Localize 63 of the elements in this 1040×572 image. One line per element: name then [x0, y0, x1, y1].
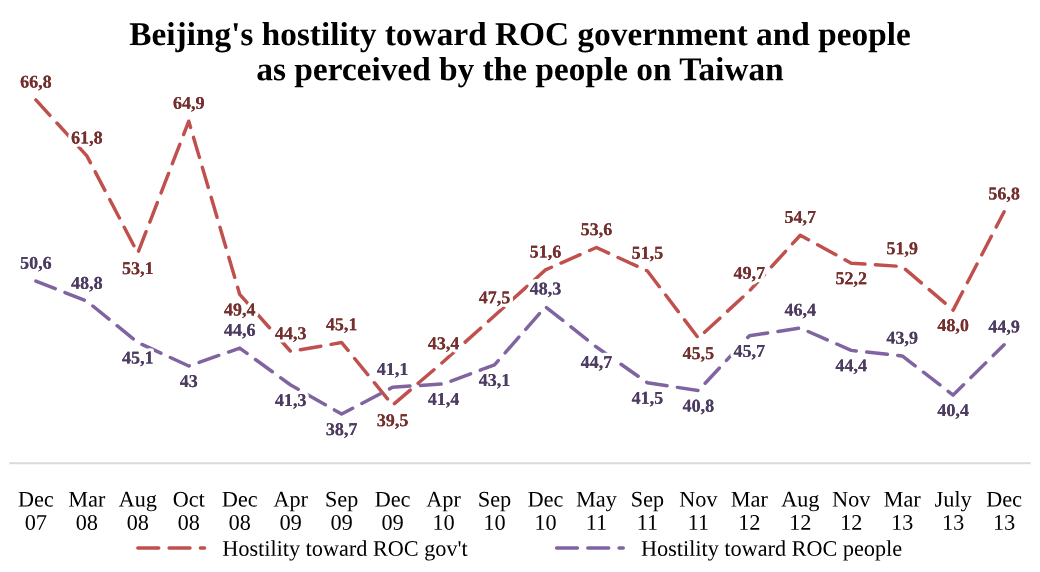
data-label: 41,4	[428, 392, 460, 408]
data-label: 51,9	[887, 242, 918, 257]
data-label: 66,8	[20, 75, 52, 91]
x-tick-label: Dec 13	[986, 491, 1022, 530]
data-label: 50,6	[20, 256, 52, 272]
x-tick-label: Aug 08	[118, 491, 157, 530]
data-label: 53,1	[122, 262, 153, 277]
data-label: 40,4	[937, 404, 969, 419]
x-tick-label: Dec 07	[18, 491, 54, 530]
x-tick-label: Mar 12	[731, 491, 768, 530]
data-label: 45,5	[682, 347, 714, 362]
x-tick-label: Nov 11	[679, 491, 718, 530]
data-label: 49,4	[224, 303, 256, 319]
data-label: 51,5	[632, 246, 663, 262]
legend-label: Hostility toward ROC gov't	[222, 540, 468, 561]
data-label: 39,5	[377, 414, 408, 429]
chart-title: Beijing's hostility toward ROC government and people as perceived by the people on Taiwan	[129, 21, 910, 88]
data-label: 49,7	[733, 266, 765, 282]
data-label: 52,2	[836, 272, 867, 287]
data-label: 43	[179, 375, 198, 388]
data-label: 43,4	[428, 337, 460, 352]
data-label: 45,1	[122, 351, 153, 367]
data-label: 41,3	[275, 394, 306, 409]
data-label: 44,6	[224, 323, 255, 339]
data-label: 53,6	[581, 223, 612, 238]
data-label: 51,6	[530, 245, 561, 261]
data-label: 48,3	[529, 282, 561, 298]
data-label: 45,1	[326, 318, 357, 333]
data-label: 44,3	[275, 327, 306, 342]
data-label: 45,7	[733, 344, 765, 360]
data-label: 56,8	[989, 187, 1020, 203]
data-label: 44,4	[835, 359, 867, 375]
x-tick-label: Dec 09	[375, 491, 410, 530]
x-tick-label: Oct 08	[173, 491, 205, 530]
x-tick-label: Mar 13	[884, 491, 921, 530]
data-label: 41,1	[377, 363, 408, 378]
data-label: 44,7	[580, 356, 612, 371]
x-tick-label: Dec 08	[222, 491, 257, 530]
x-tick-label: Nov 12	[832, 491, 871, 530]
data-label: 40,8	[682, 399, 714, 415]
x-tick-label: Apr 10	[426, 491, 461, 530]
x-tick-label: Mar 08	[68, 491, 106, 530]
data-label: 61,8	[71, 131, 103, 147]
x-tick-label: Apr 09	[273, 491, 308, 530]
data-label: 43,9	[886, 331, 918, 347]
x-tick-label: July 13	[935, 491, 972, 531]
data-label: 64,9	[173, 96, 204, 112]
data-label: 38,7	[326, 423, 357, 438]
x-tick-label: Sep 09	[326, 491, 358, 530]
legend-label: Hostility toward ROC people	[641, 540, 902, 561]
data-label: 43,1	[478, 373, 510, 389]
data-label: 41,5	[631, 391, 663, 407]
data-label: 48,0	[937, 319, 969, 334]
x-tick-label: Aug 12	[781, 491, 819, 530]
x-tick-label: May 11	[576, 491, 617, 530]
data-label: 44,9	[988, 320, 1020, 336]
x-tick-label: Sep 11	[632, 491, 664, 530]
data-label: 54,7	[785, 211, 816, 226]
data-label: 47,5	[478, 291, 510, 307]
x-tick-label: Dec 10	[528, 491, 563, 530]
x-tick-label: Sep 10	[479, 491, 511, 530]
data-label: 48,8	[71, 276, 103, 292]
data-label: 46,4	[784, 303, 816, 319]
